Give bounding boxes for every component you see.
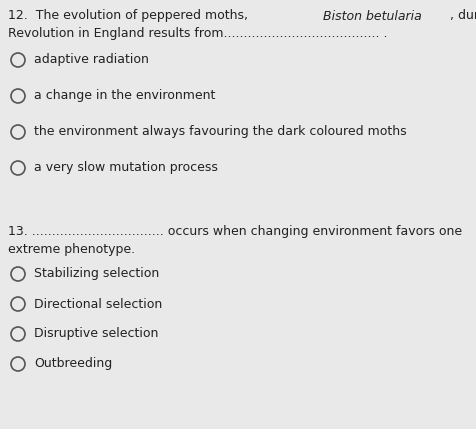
- Text: Stabilizing selection: Stabilizing selection: [34, 268, 159, 281]
- Text: Directional selection: Directional selection: [34, 297, 162, 311]
- Text: Revolution in England results from....................................... .: Revolution in England results from......…: [8, 27, 387, 40]
- Text: 13. ................................. occurs when changing environment favors on: 13. ................................. oc…: [8, 226, 462, 239]
- Text: a change in the environment: a change in the environment: [34, 90, 215, 103]
- Text: a very slow mutation process: a very slow mutation process: [34, 161, 218, 175]
- Text: 12.  The evolution of peppered moths,: 12. The evolution of peppered moths,: [8, 9, 252, 22]
- Text: , during the Industrial: , during the Industrial: [450, 9, 476, 22]
- Text: Biston betularia: Biston betularia: [323, 9, 422, 22]
- Text: adaptive radiation: adaptive radiation: [34, 54, 149, 66]
- Text: Outbreeding: Outbreeding: [34, 357, 112, 371]
- Text: Disruptive selection: Disruptive selection: [34, 327, 159, 341]
- Text: extreme phenotype.: extreme phenotype.: [8, 244, 135, 257]
- Text: the environment always favouring the dark coloured moths: the environment always favouring the dar…: [34, 126, 407, 139]
